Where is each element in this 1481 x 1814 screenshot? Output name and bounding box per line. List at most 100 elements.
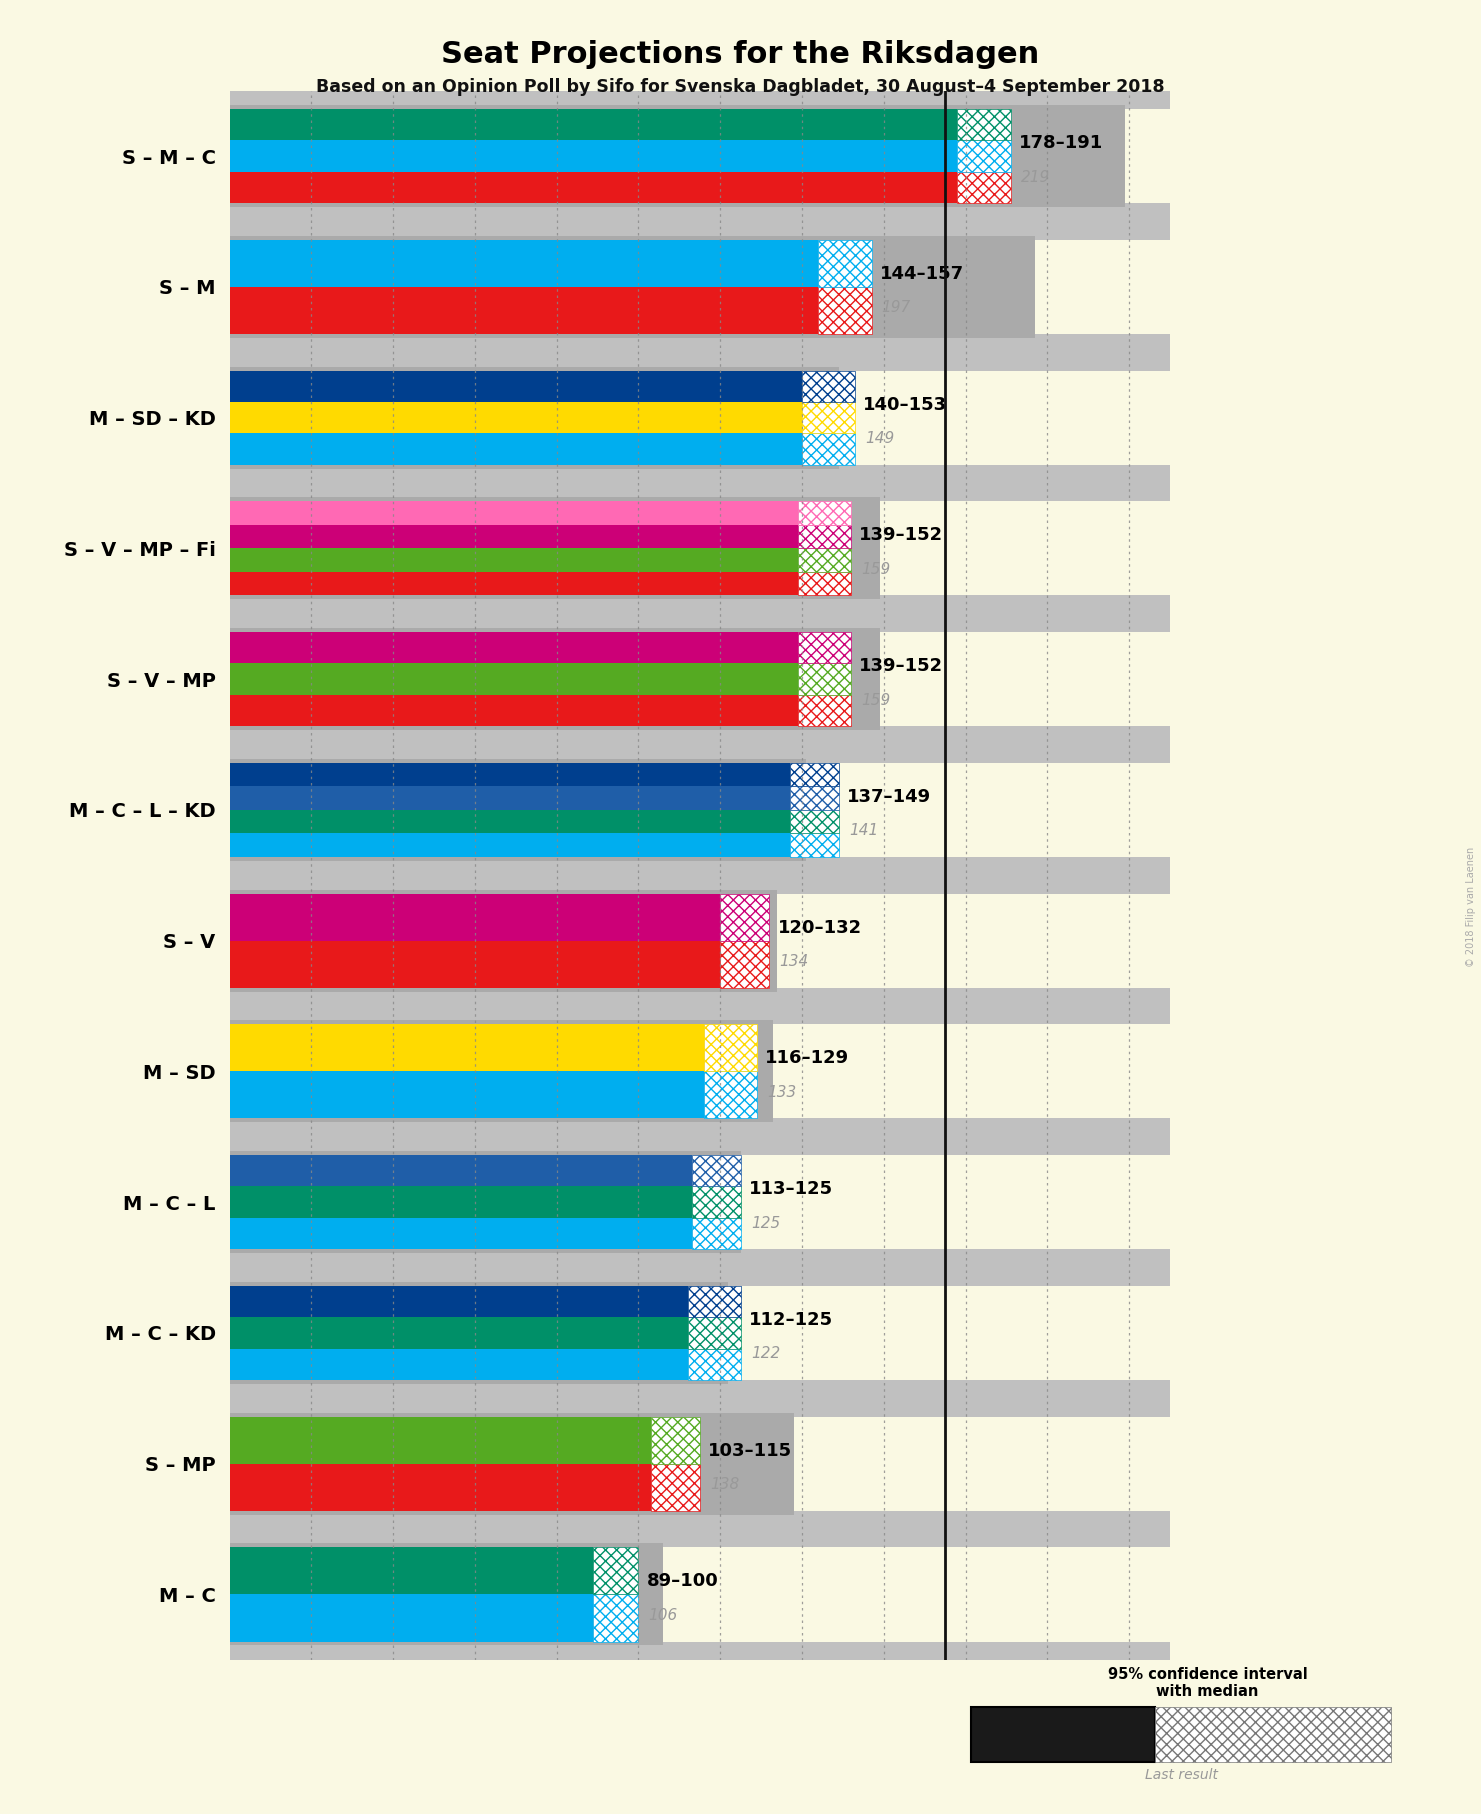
Bar — [230, 370, 803, 403]
Text: 125: 125 — [751, 1215, 780, 1230]
Bar — [972, 1707, 1155, 1761]
Bar — [703, 1025, 757, 1072]
Bar — [230, 548, 798, 571]
Bar — [230, 105, 1126, 207]
Text: 95% confidence interval
with median: 95% confidence interval with median — [1108, 1667, 1308, 1700]
Bar — [1155, 1707, 1391, 1761]
Bar — [230, 894, 1170, 987]
Bar — [798, 548, 852, 571]
Bar — [230, 613, 1170, 744]
Text: 139–152: 139–152 — [859, 526, 943, 544]
Bar — [230, 941, 720, 987]
Bar — [230, 1152, 740, 1253]
Bar — [230, 403, 803, 434]
Bar — [230, 876, 1170, 1007]
Bar — [230, 1547, 1170, 1642]
Text: 112–125: 112–125 — [749, 1312, 832, 1330]
Bar — [230, 1399, 1170, 1529]
Bar — [957, 172, 1010, 203]
Bar — [230, 1217, 692, 1250]
Text: 159: 159 — [862, 693, 890, 707]
Bar — [789, 833, 838, 856]
Bar — [692, 1217, 740, 1250]
Bar — [230, 628, 880, 729]
Text: 133: 133 — [767, 1085, 797, 1099]
Bar — [230, 1156, 692, 1186]
Bar — [230, 239, 819, 287]
Bar — [230, 631, 798, 664]
Bar — [687, 1286, 740, 1317]
Text: 149: 149 — [865, 432, 895, 446]
Text: 113–125: 113–125 — [749, 1181, 832, 1197]
Bar — [230, 1413, 794, 1515]
Bar — [230, 833, 789, 856]
Bar — [798, 501, 852, 524]
Bar — [798, 524, 852, 548]
Bar — [230, 1544, 663, 1645]
Bar — [798, 695, 852, 726]
Bar — [594, 1595, 638, 1642]
Bar — [692, 1156, 740, 1186]
Bar — [803, 403, 855, 434]
Text: 140–153: 140–153 — [863, 395, 948, 414]
Bar — [230, 497, 880, 599]
Bar — [230, 1317, 687, 1348]
Bar — [230, 695, 798, 726]
Bar — [230, 172, 957, 203]
Text: 197: 197 — [881, 301, 911, 316]
Bar — [230, 1021, 773, 1123]
Text: 89–100: 89–100 — [647, 1573, 718, 1591]
Bar — [230, 236, 1035, 337]
Bar — [819, 287, 871, 334]
Bar — [230, 239, 1170, 334]
Bar — [798, 664, 852, 695]
Text: 139–152: 139–152 — [859, 657, 943, 675]
Text: 137–149: 137–149 — [847, 787, 932, 805]
Bar — [230, 809, 789, 833]
Bar — [720, 941, 769, 987]
Text: 103–115: 103–115 — [708, 1442, 792, 1460]
Bar — [687, 1348, 740, 1380]
Bar — [230, 1529, 1170, 1660]
Text: 138: 138 — [709, 1477, 739, 1493]
Text: 178–191: 178–191 — [1019, 134, 1103, 152]
Bar — [957, 140, 1010, 172]
Bar — [803, 370, 855, 403]
Bar — [230, 140, 957, 172]
Bar — [230, 1007, 1170, 1137]
Bar — [230, 1547, 594, 1595]
Bar — [720, 894, 769, 941]
Text: 122: 122 — [751, 1346, 780, 1360]
Bar — [957, 109, 1010, 140]
Bar — [230, 524, 798, 548]
Bar — [230, 1464, 650, 1511]
Bar — [230, 366, 838, 468]
Bar — [230, 287, 819, 334]
Bar — [230, 1156, 1170, 1250]
Bar — [230, 483, 1170, 613]
Bar — [687, 1317, 740, 1348]
Text: Seat Projections for the Riksdagen: Seat Projections for the Riksdagen — [441, 40, 1040, 69]
Bar — [230, 1072, 703, 1119]
Bar — [230, 370, 1170, 464]
Bar — [230, 221, 1170, 352]
Bar — [789, 764, 838, 785]
Bar — [594, 1547, 638, 1595]
Bar — [230, 758, 806, 862]
Bar — [650, 1464, 701, 1511]
Bar — [230, 785, 789, 809]
Bar — [230, 1595, 594, 1642]
Bar — [230, 571, 798, 595]
Text: 144–157: 144–157 — [880, 265, 964, 283]
Text: Last result: Last result — [1145, 1769, 1217, 1783]
Bar — [650, 1417, 701, 1464]
Bar — [789, 809, 838, 833]
Bar — [230, 889, 778, 992]
Bar — [230, 631, 1170, 726]
Bar — [803, 434, 855, 464]
Bar — [230, 1417, 1170, 1511]
Bar — [230, 1286, 687, 1317]
Bar — [230, 501, 798, 524]
Bar — [230, 1286, 1170, 1380]
Bar — [230, 1268, 1170, 1399]
